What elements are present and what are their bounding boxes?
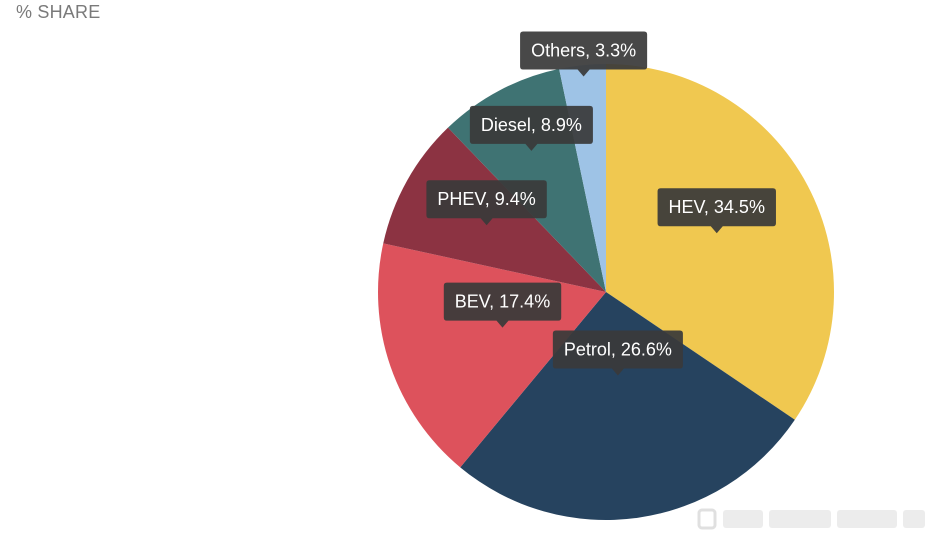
slice-label-text: Others, 3.3% xyxy=(531,41,636,61)
slice-label-box xyxy=(443,282,562,328)
slice-label-text: Diesel, 8.9% xyxy=(481,115,582,135)
watermark-logo xyxy=(697,508,925,530)
slice-labels: HEV, 34.5% Petrol, 26.6% BEV, 17.4% PHEV, 9… xyxy=(426,31,776,376)
slice-label-phev: PHEV, 9.4% xyxy=(426,180,547,226)
slice-label-box xyxy=(520,31,648,77)
slice-label-hev: HEV, 34.5% xyxy=(657,188,776,234)
slice-label-box xyxy=(469,105,593,151)
slice-label-text: BEV, 17.4% xyxy=(455,292,550,312)
slice-label-box xyxy=(426,180,547,226)
slice-label-others: Others, 3.3% xyxy=(520,31,648,77)
slice-label-text: HEV, 34.5% xyxy=(669,197,765,217)
slice-label-petrol: Petrol, 26.6% xyxy=(552,330,683,376)
pie-slice-petrol[interactable] xyxy=(460,292,795,520)
slice-label-bev: BEV, 17.4% xyxy=(443,282,562,328)
slice-label-text: Petrol, 26.6% xyxy=(564,340,672,360)
chart-title: % SHARE xyxy=(16,2,101,22)
slice-label-box xyxy=(657,188,776,234)
slice-label-box xyxy=(552,330,683,376)
slice-label-text: PHEV, 9.4% xyxy=(437,189,535,209)
pie-slice-hev[interactable] xyxy=(606,64,834,420)
slice-label-diesel: Diesel, 8.9% xyxy=(469,105,593,151)
